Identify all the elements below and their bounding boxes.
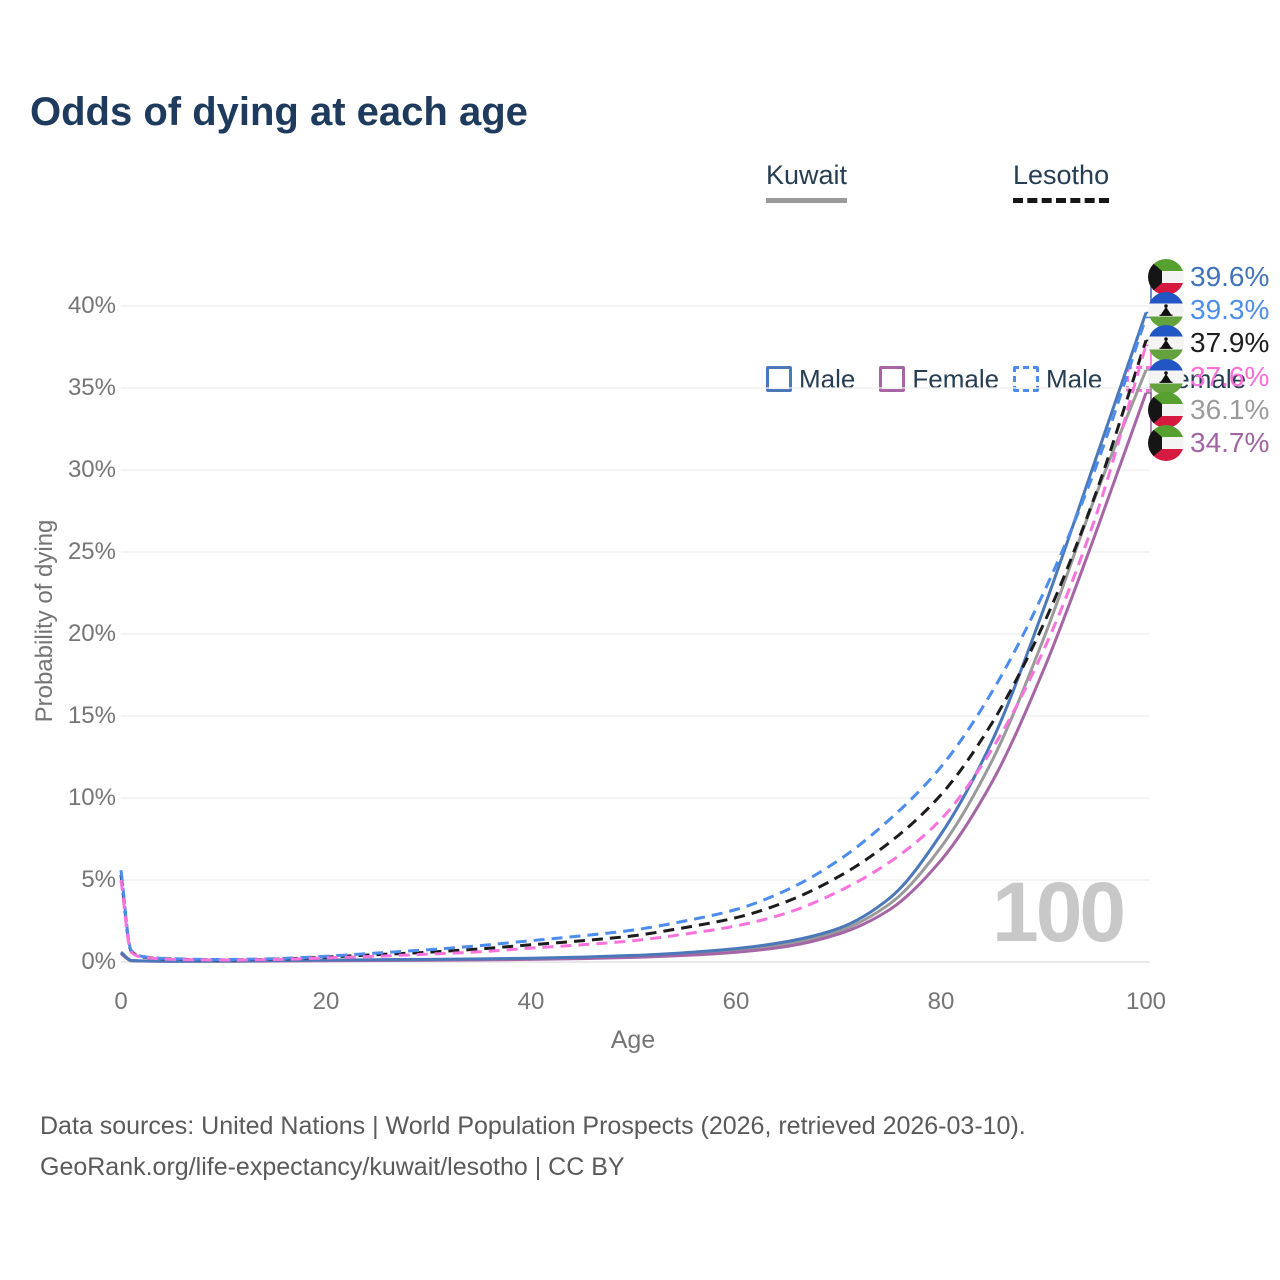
lesotho-flag-icon bbox=[1148, 325, 1184, 361]
series-line-lesotho-male bbox=[119, 317, 1148, 962]
x-tick-80: 80 bbox=[927, 988, 955, 1015]
footer: Data sources: United Nations | World Pop… bbox=[40, 1106, 1026, 1188]
end-value-lesotho-female: 37.6% bbox=[1190, 361, 1270, 392]
x-tick-0: 0 bbox=[114, 988, 128, 1015]
y-tick-10: 10% bbox=[67, 784, 116, 811]
kuwait-flag-icon bbox=[1148, 392, 1184, 428]
x-tick-100: 100 bbox=[1125, 988, 1167, 1015]
lesotho-flag bbox=[1148, 325, 1184, 366]
y-tick-40: 40% bbox=[67, 292, 116, 319]
kuwait-flag bbox=[1148, 392, 1184, 433]
age-watermark: 100 bbox=[992, 865, 1126, 959]
lesotho-flag bbox=[1148, 359, 1184, 400]
kuwait-flag-icon bbox=[1148, 259, 1184, 295]
y-tick-25: 25% bbox=[67, 538, 116, 565]
legend-country-kuwait[interactable]: Kuwait bbox=[766, 160, 848, 203]
end-value-kuwait-female: 34.7% bbox=[1190, 427, 1270, 458]
end-value-kuwait-male: 39.6% bbox=[1190, 261, 1270, 292]
lesotho-flag-icon bbox=[1148, 292, 1184, 328]
y-tick-5: 5% bbox=[81, 866, 116, 893]
kuwait-flag-icon bbox=[1148, 425, 1184, 461]
y-tick-30: 30% bbox=[67, 456, 116, 483]
x-tick-40: 40 bbox=[517, 988, 545, 1015]
footer-line-2: GeoRank.org/life-expectancy/kuwait/lesot… bbox=[40, 1153, 625, 1181]
y-tick-20: 20% bbox=[67, 620, 116, 647]
legend-country-lesotho[interactable]: Lesotho bbox=[1013, 160, 1110, 203]
x-axis-title: Age bbox=[610, 1026, 656, 1054]
y-tick-0: 0% bbox=[81, 948, 116, 975]
x-tick-20: 20 bbox=[312, 988, 340, 1015]
end-value-lesotho-both-sexes: 37.9% bbox=[1190, 327, 1270, 358]
page-title: Odds of dying at each age bbox=[30, 90, 528, 134]
end-value-lesotho-male: 39.3% bbox=[1190, 294, 1270, 325]
lesotho-flag-icon bbox=[1148, 359, 1184, 395]
footer-line-1: Data sources: United Nations | World Pop… bbox=[40, 1112, 1026, 1140]
y-tick-35: 35% bbox=[67, 374, 116, 401]
kuwait-flag bbox=[1148, 259, 1184, 300]
kuwait-flag bbox=[1148, 425, 1184, 466]
y-axis-title: Probability of dying bbox=[31, 519, 58, 723]
series-line-lesotho-female bbox=[119, 344, 1148, 962]
lesotho-flag bbox=[1148, 292, 1184, 333]
x-tick-60: 60 bbox=[722, 988, 750, 1015]
end-value-kuwait-both-sexes: 36.1% bbox=[1190, 394, 1270, 425]
y-tick-15: 15% bbox=[67, 702, 116, 729]
